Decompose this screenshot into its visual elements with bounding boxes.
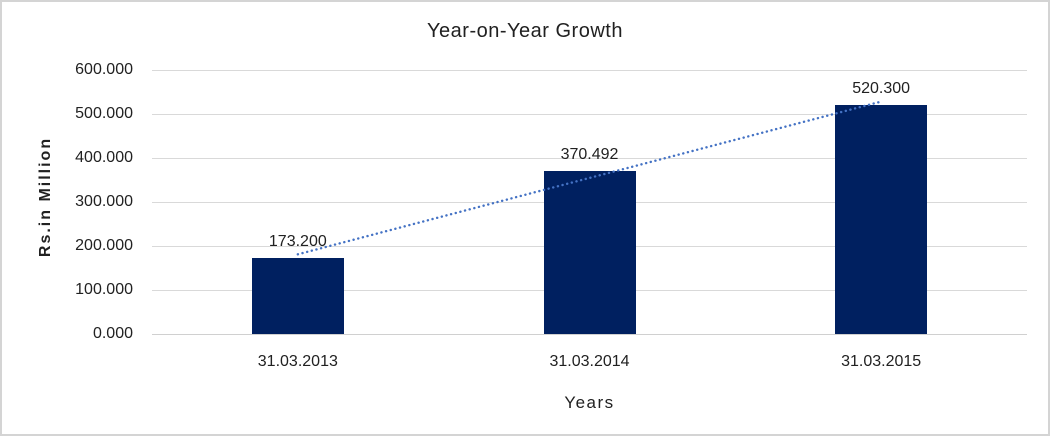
bar-31.03.2015 xyxy=(835,105,928,334)
plot-area: 173.200 370.492 520.300 xyxy=(152,70,1027,335)
y-tick-label: 500.000 xyxy=(75,105,133,122)
y-tick-label: 300.000 xyxy=(75,193,133,210)
gridline xyxy=(152,114,1027,115)
y-tick-label: 400.000 xyxy=(75,149,133,166)
chart-title: Year-on-Year Growth xyxy=(427,20,623,42)
bar-31.03.2014 xyxy=(543,170,636,334)
bar-value-label: 520.300 xyxy=(852,80,911,98)
y-tick-label: 200.000 xyxy=(75,237,133,254)
trendline-path xyxy=(296,100,883,256)
y-tick-label: 600.000 xyxy=(75,61,133,78)
bar-31.03.2013 xyxy=(251,257,344,334)
x-axis-title: Years xyxy=(564,393,615,412)
bar-value-label: 173.200 xyxy=(268,232,327,250)
trendline xyxy=(296,100,883,256)
x-tick-label: 31.03.2015 xyxy=(841,353,922,370)
x-tick-label: 31.03.2014 xyxy=(549,353,630,370)
gridline xyxy=(152,158,1027,159)
y-tick-label: 100.000 xyxy=(75,281,133,298)
x-axis-line xyxy=(152,334,1027,335)
x-tick-label: 31.03.2013 xyxy=(257,353,338,370)
gridline xyxy=(152,70,1027,71)
y-tick-label: 0.000 xyxy=(92,325,133,342)
bar-value-label: 370.492 xyxy=(560,145,619,163)
